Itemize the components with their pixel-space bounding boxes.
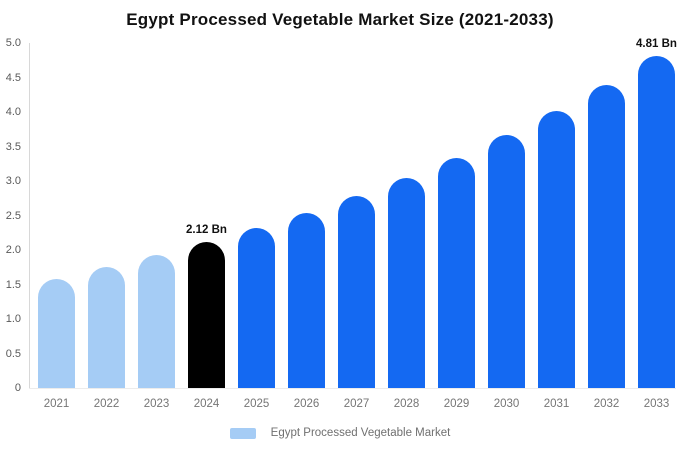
y-tick-label: 3.5 <box>5 140 21 153</box>
bar-value-label-2033: 4.81 Bn <box>636 38 677 50</box>
y-tick-label: 4.0 <box>5 106 21 118</box>
x-axis-label-2024: 2024 <box>193 398 220 410</box>
x-axis-label-2027: 2027 <box>343 398 370 410</box>
bar-2026[interactable] <box>288 213 325 388</box>
x-axis-line <box>29 388 676 389</box>
bar-2022[interactable] <box>88 267 125 388</box>
bar-2028[interactable] <box>388 178 425 388</box>
x-axis-label-2029: 2029 <box>443 398 470 410</box>
y-tick-label: 1.5 <box>5 278 21 291</box>
x-axis-label-2021: 2021 <box>43 398 70 410</box>
bar-2030[interactable] <box>488 135 525 388</box>
bar-2023[interactable] <box>138 255 175 388</box>
bar-2029[interactable] <box>438 158 475 388</box>
bar-2031[interactable] <box>538 111 575 388</box>
x-axis-label-2033: 2033 <box>643 398 670 410</box>
x-axis-label-2030: 2030 <box>493 398 520 410</box>
bar-2025[interactable] <box>238 228 275 388</box>
y-tick-label: 4.5 <box>5 71 21 84</box>
x-axis-label-2026: 2026 <box>293 398 320 410</box>
y-tick-label: 0.5 <box>5 347 21 360</box>
bar-2033[interactable] <box>638 56 675 388</box>
legend-label: Egypt Processed Vegetable Market <box>270 427 451 439</box>
y-tick-label: 5.0 <box>5 37 21 49</box>
x-axis-label-2028: 2028 <box>393 398 420 410</box>
x-axis-label-2023: 2023 <box>143 398 170 410</box>
legend-swatch <box>229 427 256 439</box>
x-axis-label-2032: 2032 <box>593 398 620 410</box>
chart-title: Egypt Processed Vegetable Market Size (2… <box>126 10 554 29</box>
bar-2032[interactable] <box>588 85 625 388</box>
x-axis-label-2022: 2022 <box>93 398 120 410</box>
y-tick-label: 2.5 <box>5 209 21 222</box>
y-tick-label: 1.0 <box>5 313 21 325</box>
y-tick-label: 0 <box>14 382 21 394</box>
x-axis-label-2025: 2025 <box>243 398 270 410</box>
y-tick-label: 3.0 <box>5 175 21 187</box>
x-axis-label-2031: 2031 <box>543 398 570 410</box>
bar-2024[interactable] <box>188 242 225 388</box>
y-axis-line <box>29 43 30 388</box>
bar-2021[interactable] <box>38 279 75 388</box>
legend-item[interactable]: Egypt Processed Vegetable Market <box>0 426 680 440</box>
bar-2027[interactable] <box>338 196 375 388</box>
y-tick-label: 2.0 <box>5 244 21 256</box>
bar-value-label-2024: 2.12 Bn <box>186 224 227 236</box>
